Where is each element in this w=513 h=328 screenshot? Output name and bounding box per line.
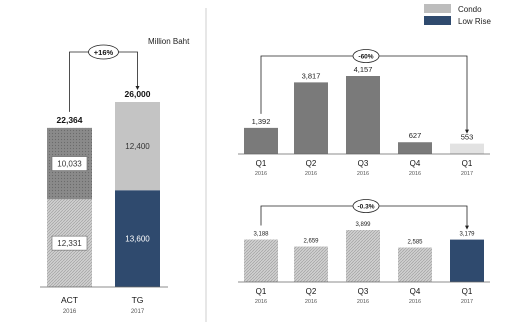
unit-label: Million Baht [148,37,190,46]
top-x-tick-5: Q1 [462,159,473,168]
x-tick-year-act: 2016 [63,309,77,315]
top-data-label-3: 4,157 [354,65,373,74]
top-data-label-4: 627 [409,131,422,140]
top-change-badge [352,49,380,63]
bottom-data-label-3: 3,899 [355,222,371,228]
top-bar-4 [398,142,432,154]
bottom-data-label-4: 2,585 [407,240,423,246]
bottom-change-label: -0.3% [358,204,375,211]
bottom-x-tick-year-5: 2017 [461,299,473,305]
top-bar-2 [294,82,328,154]
bottom-x-tick-2: Q2 [306,287,317,296]
top-x-tick-year-2: 2016 [305,171,317,177]
data-label-low-rise-act: 12,331 [57,239,82,248]
total-label-act: 22,364 [57,115,83,125]
bottom-x-tick-year-1: 2016 [255,299,267,305]
bottom-x-tick-4: Q4 [410,287,421,296]
top-x-tick-year-4: 2016 [409,171,421,177]
legend: Condo Low Rise [424,4,491,26]
bottom-bar-5 [450,239,484,282]
x-tick-year-tg: 2017 [131,309,145,315]
legend-label-low-rise: Low Rise [458,17,491,26]
bottom-bar-1 [244,239,278,282]
top-x-tick-year-1: 2016 [255,171,267,177]
bar-condo-tg [115,102,160,191]
data-label-low-rise-tg: 13,600 [125,235,150,244]
bottom-data-label-1: 3,188 [253,231,269,237]
top-x-tick-year-3: 2016 [357,171,369,177]
bottom-bar-3 [346,230,380,282]
bottom-x-tick-year-3: 2016 [357,299,369,305]
top-data-label-5: 553 [461,133,474,142]
top-x-tick-1: Q1 [256,159,267,168]
bottom-x-tick-1: Q1 [256,287,267,296]
top-x-tick-year-5: 2017 [461,171,473,177]
bottom-x-tick-year-4: 2016 [409,299,421,305]
bar-low-rise-tg [115,190,160,287]
top-bar-5 [450,143,484,154]
top-x-tick-4: Q4 [410,159,421,168]
quarterly-bar-chart-bottom: 3,188 Q1 2016 2,659 Q2 2016 3,899 Q3 2016 2,585 Q4… [238,199,490,305]
bottom-data-label-5: 3,179 [459,232,475,238]
legend-swatch-low-rise [424,16,451,25]
total-label-tg: 26,000 [125,89,151,99]
bottom-x-tick-3: Q3 [358,287,369,296]
top-bar-3 [346,76,380,154]
bottom-x-tick-5: Q1 [462,287,473,296]
top-change-label: -60% [358,54,373,61]
x-tick-act: ACT [61,295,78,305]
legend-swatch-condo [424,4,451,13]
quarterly-bar-chart-top: 1,392 Q1 2016 3,817 Q2 2016 4,157 Q3 2016 627 Q4 20… [238,49,490,177]
data-label-condo-tg: 12,400 [125,142,150,151]
bottom-x-tick-year-2: 2016 [305,299,317,305]
bottom-change-badge [352,199,380,213]
top-x-tick-2: Q2 [306,159,317,168]
data-label-condo-act: 10,033 [57,160,82,169]
data-label-box-condo-act [51,156,88,171]
bottom-bar-2 [294,246,328,282]
top-data-label-2: 3,817 [302,71,321,80]
data-label-box-low-rise-act [51,235,88,251]
x-tick-tg: TG [132,295,144,305]
stacked-bar-chart: 12,331 10,033 22,364 ACT 2016 13,600 12,400 26,… [40,44,168,315]
bottom-bar-4 [398,247,432,282]
top-data-label-1: 1,392 [252,117,271,126]
growth-badge [88,44,119,60]
bottom-data-label-2: 2,659 [303,239,319,245]
top-bar-1 [244,127,278,154]
growth-label: +16% [94,48,114,57]
legend-label-condo: Condo [458,5,482,14]
top-x-tick-3: Q3 [358,159,369,168]
